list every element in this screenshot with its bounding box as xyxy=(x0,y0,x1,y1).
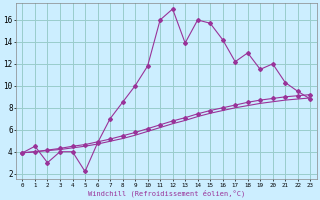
X-axis label: Windchill (Refroidissement éolien,°C): Windchill (Refroidissement éolien,°C) xyxy=(88,189,245,197)
